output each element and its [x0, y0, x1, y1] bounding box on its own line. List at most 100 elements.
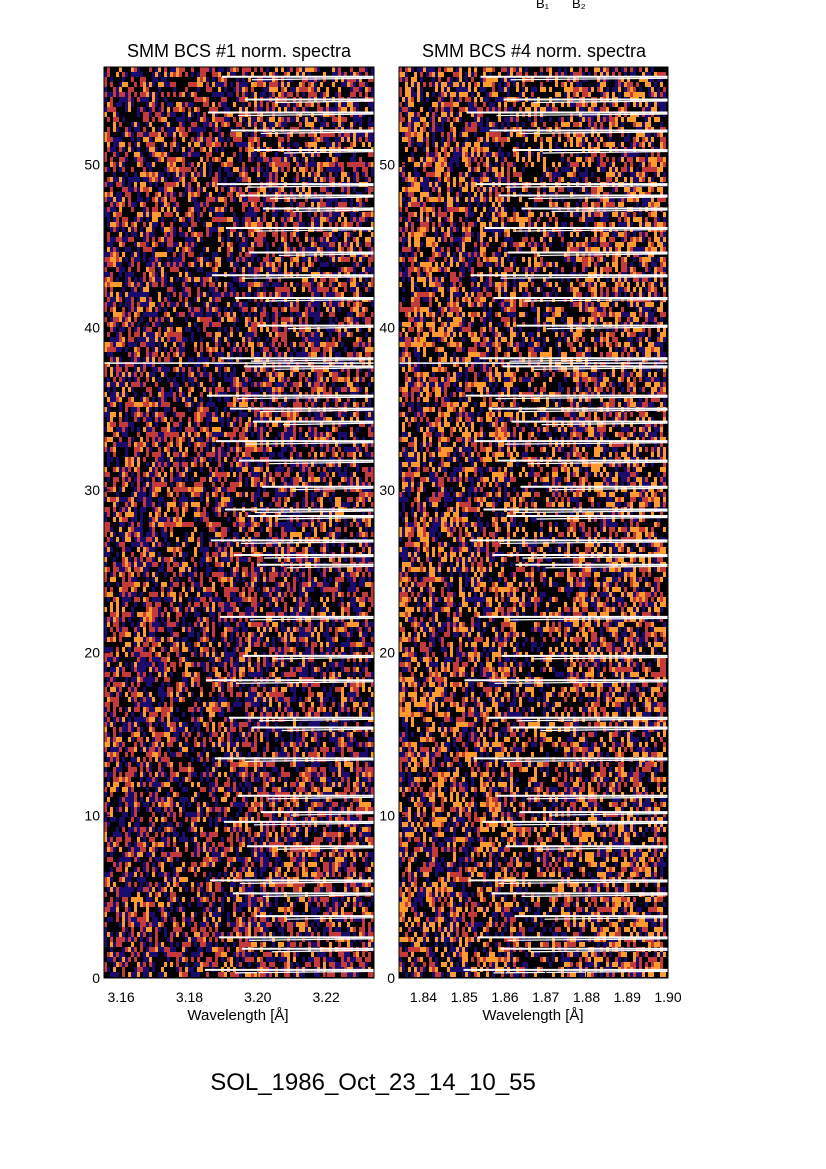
- heatmap-cell: [152, 212, 155, 217]
- heatmap-cell: [335, 157, 338, 162]
- heatmap-cell: [236, 387, 239, 392]
- heatmap-cell: [233, 292, 236, 297]
- heatmap-cell: [110, 107, 113, 112]
- heatmap-cell: [149, 327, 152, 332]
- heatmap-cell: [218, 502, 221, 507]
- heatmap-cell: [131, 457, 134, 462]
- heatmap-cell: [179, 517, 182, 522]
- heatmap-cell: [137, 257, 140, 262]
- heatmap-cell: [368, 402, 371, 407]
- heatmap-cell: [239, 352, 242, 357]
- heatmap-cell: [140, 297, 143, 302]
- heatmap-cell: [242, 307, 245, 312]
- heatmap-cell: [281, 292, 284, 297]
- heatmap-cell: [254, 427, 257, 432]
- heatmap-cell: [227, 332, 230, 337]
- heatmap-cell: [227, 302, 230, 307]
- heatmap-cell: [182, 302, 185, 307]
- heatmap-cell: [149, 67, 152, 72]
- heatmap-cell: [176, 107, 179, 112]
- heatmap-cell: [206, 202, 209, 207]
- heatmap-cell: [200, 477, 203, 482]
- heatmap-cell: [263, 312, 266, 317]
- heatmap-cell: [251, 117, 254, 122]
- heatmap-cell: [200, 232, 203, 237]
- heatmap-cell: [173, 262, 176, 267]
- heatmap-cell: [287, 107, 290, 112]
- heatmap-cell: [278, 92, 281, 97]
- heatmap-cell: [281, 167, 284, 172]
- heatmap-cell: [329, 342, 332, 347]
- heatmap-cell: [194, 177, 197, 182]
- heatmap-cell: [107, 457, 110, 462]
- heatmap-cell: [113, 87, 116, 92]
- heatmap-cell: [146, 82, 149, 87]
- heatmap-cell: [164, 462, 167, 467]
- heatmap-cell: [218, 472, 221, 477]
- heatmap-cell: [149, 467, 152, 472]
- heatmap-cell: [257, 302, 260, 307]
- heatmap-cell: [281, 87, 284, 92]
- heatmap-cell: [191, 227, 194, 232]
- heatmap-cell: [143, 157, 146, 162]
- heatmap-cell: [338, 162, 341, 167]
- heatmap-cell: [230, 372, 233, 377]
- heatmap-cell: [179, 502, 182, 507]
- heatmap-cell: [290, 117, 293, 122]
- heatmap-cell: [335, 257, 338, 262]
- heatmap-cell: [113, 447, 116, 452]
- heatmap-cell: [263, 477, 266, 482]
- heatmap-cell: [236, 222, 239, 227]
- heatmap-cell: [137, 377, 140, 382]
- heatmap-cell: [227, 377, 230, 382]
- heatmap-cell: [260, 462, 263, 467]
- heatmap-cell: [197, 432, 200, 437]
- heatmap-cell: [203, 357, 206, 362]
- heatmap-cell: [311, 282, 314, 287]
- heatmap-cell: [113, 442, 116, 447]
- heatmap-cell: [137, 447, 140, 452]
- heatmap-cell: [305, 312, 308, 317]
- heatmap-cell: [326, 307, 329, 312]
- heatmap-cell: [176, 507, 179, 512]
- heatmap-cell: [224, 87, 227, 92]
- heatmap-cell: [200, 117, 203, 122]
- heatmap-cell: [155, 307, 158, 312]
- heatmap-cell: [287, 487, 290, 492]
- heatmap-cell: [134, 72, 137, 77]
- heatmap-cell: [329, 497, 332, 502]
- heatmap-cell: [275, 177, 278, 182]
- heatmap-cell: [155, 112, 158, 117]
- heatmap-cell: [215, 452, 218, 457]
- heatmap-cell: [182, 152, 185, 157]
- heatmap-cell: [290, 492, 293, 497]
- heatmap-cell: [353, 287, 356, 292]
- heatmap-cell: [209, 387, 212, 392]
- heatmap-cell: [281, 157, 284, 162]
- heatmap-cell: [251, 152, 254, 157]
- heatmap-cell: [314, 172, 317, 177]
- heatmap-cell: [263, 82, 266, 87]
- heatmap-cell: [218, 142, 221, 147]
- heatmap-cell: [125, 187, 128, 192]
- heatmap-cell: [143, 332, 146, 337]
- heatmap-cell: [320, 187, 323, 192]
- heatmap-cell: [191, 242, 194, 247]
- heatmap-cell: [224, 377, 227, 382]
- heatmap-cell: [149, 387, 152, 392]
- heatmap-cell: [164, 347, 167, 352]
- heatmap-cell: [185, 182, 188, 187]
- heatmap-cell: [236, 347, 239, 352]
- heatmap-cell: [137, 67, 140, 72]
- heatmap-cell: [161, 372, 164, 377]
- heatmap-cell: [116, 267, 119, 272]
- heatmap-cell: [239, 432, 242, 437]
- heatmap-cell: [278, 107, 281, 112]
- heatmap-cell: [134, 67, 137, 72]
- heatmap-cell: [215, 217, 218, 222]
- heatmap-cell: [320, 342, 323, 347]
- heatmap-cell: [128, 182, 131, 187]
- heatmap-cell: [350, 157, 353, 162]
- heatmap-cell: [245, 122, 248, 127]
- heatmap-cell: [320, 492, 323, 497]
